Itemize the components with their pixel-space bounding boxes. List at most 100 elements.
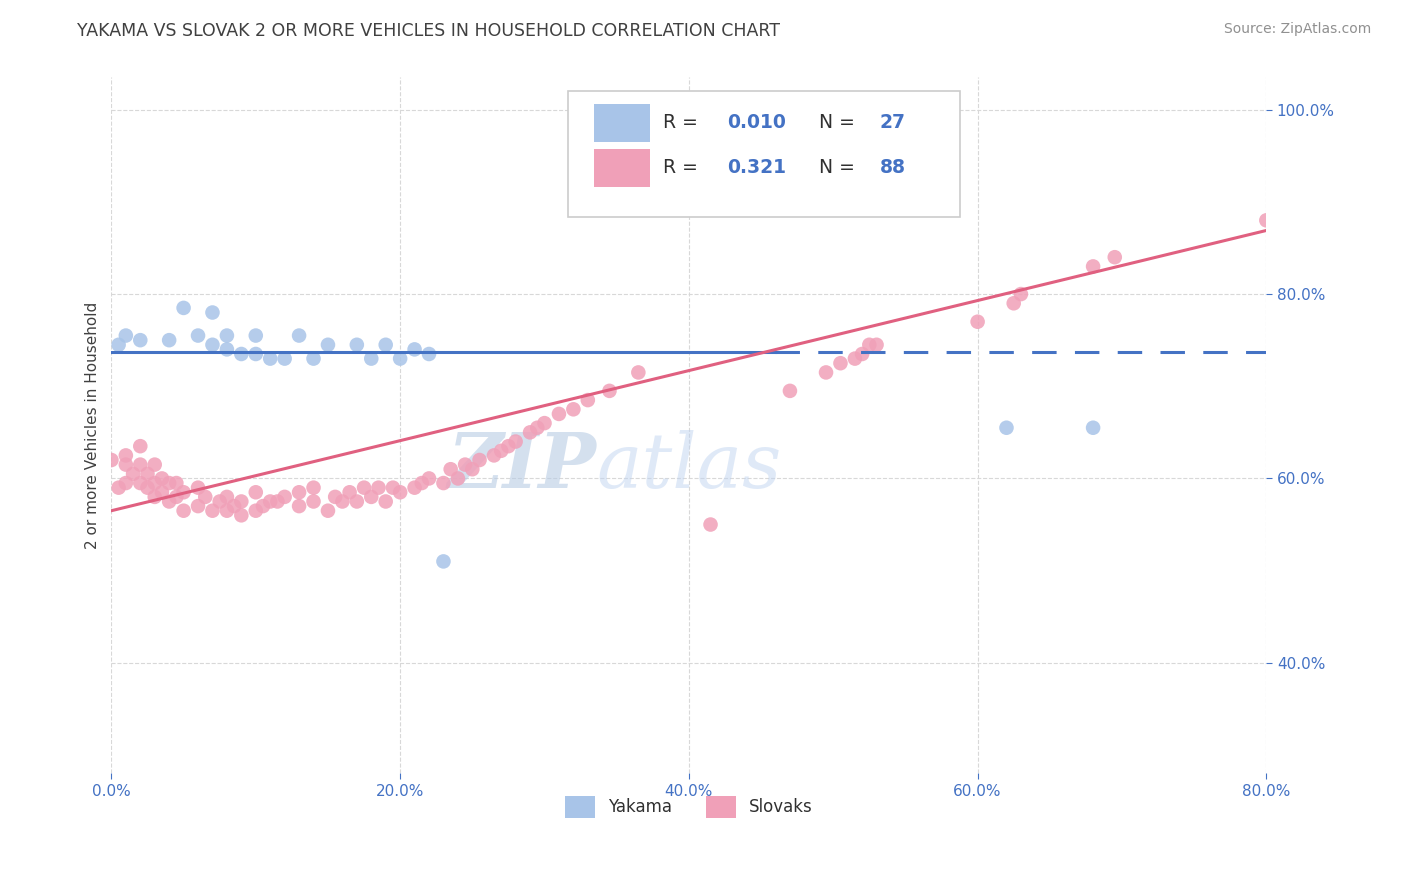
Point <box>830 356 852 370</box>
Point <box>454 458 477 472</box>
Point <box>201 338 224 352</box>
Point <box>498 439 520 453</box>
Point <box>316 504 339 518</box>
Point <box>389 351 412 366</box>
Text: N =: N = <box>820 159 862 178</box>
Point <box>548 407 571 421</box>
Point <box>995 421 1018 435</box>
Point <box>245 328 267 343</box>
Point <box>302 481 325 495</box>
Point <box>122 467 145 481</box>
Point <box>440 462 463 476</box>
Point <box>288 328 311 343</box>
Point <box>187 481 209 495</box>
Point <box>224 499 246 513</box>
Point <box>157 494 180 508</box>
Y-axis label: 2 or more Vehicles in Household: 2 or more Vehicles in Household <box>86 301 100 549</box>
Point <box>150 471 173 485</box>
Point <box>339 485 361 500</box>
Point <box>353 481 375 495</box>
Point <box>418 347 440 361</box>
Text: R =: R = <box>664 113 704 132</box>
Point <box>865 338 887 352</box>
Point <box>316 338 339 352</box>
Point <box>815 366 838 380</box>
Point <box>231 508 253 523</box>
Point <box>851 347 873 361</box>
Text: R =: R = <box>664 159 704 178</box>
Point <box>576 393 599 408</box>
Point <box>966 315 988 329</box>
Text: 88: 88 <box>879 159 905 178</box>
Point <box>187 499 209 513</box>
Point <box>432 554 454 568</box>
Text: YAKAMA VS SLOVAK 2 OR MORE VEHICLES IN HOUSEHOLD CORRELATION CHART: YAKAMA VS SLOVAK 2 OR MORE VEHICLES IN H… <box>77 22 780 40</box>
Point <box>129 458 152 472</box>
Point <box>107 481 129 495</box>
Point <box>332 494 354 508</box>
Point <box>215 328 238 343</box>
Point <box>1081 421 1104 435</box>
Point <box>323 490 346 504</box>
Point <box>461 462 484 476</box>
Point <box>143 458 166 472</box>
Point <box>245 504 267 518</box>
Point <box>173 301 195 315</box>
Point <box>302 494 325 508</box>
Point <box>157 476 180 491</box>
Point <box>165 476 187 491</box>
Text: N =: N = <box>820 113 862 132</box>
Point <box>143 490 166 504</box>
Point <box>374 338 396 352</box>
Point <box>1010 287 1032 301</box>
Point <box>115 328 138 343</box>
Point <box>173 504 195 518</box>
Point <box>519 425 541 440</box>
Point <box>844 351 866 366</box>
Point <box>562 402 585 417</box>
Point <box>165 490 187 504</box>
Point <box>374 494 396 508</box>
Point <box>143 476 166 491</box>
Point <box>129 439 152 453</box>
Point <box>215 343 238 357</box>
Point <box>245 485 267 500</box>
Point <box>187 328 209 343</box>
Text: Source: ZipAtlas.com: Source: ZipAtlas.com <box>1223 22 1371 37</box>
Point <box>150 485 173 500</box>
Point <box>115 476 138 491</box>
Point <box>1256 213 1278 227</box>
Point <box>360 490 382 504</box>
Point <box>215 490 238 504</box>
Point <box>858 338 880 352</box>
Point <box>526 421 548 435</box>
Point <box>231 347 253 361</box>
Point <box>1104 250 1126 264</box>
Point <box>136 481 159 495</box>
Text: 0.321: 0.321 <box>727 159 786 178</box>
Point <box>115 458 138 472</box>
FancyBboxPatch shape <box>595 103 650 142</box>
Point <box>598 384 620 398</box>
Point <box>1002 296 1025 310</box>
Point <box>136 467 159 481</box>
Point <box>259 351 281 366</box>
Point <box>259 494 281 508</box>
Point <box>468 453 491 467</box>
Point <box>288 499 311 513</box>
Point <box>346 338 368 352</box>
FancyBboxPatch shape <box>595 149 650 187</box>
Point <box>489 443 512 458</box>
Point <box>266 494 288 508</box>
Point <box>194 490 217 504</box>
Point <box>389 485 412 500</box>
Point <box>411 476 433 491</box>
Point <box>1081 260 1104 274</box>
Point <box>231 494 253 508</box>
Text: atlas: atlas <box>596 430 782 504</box>
Text: 0.010: 0.010 <box>727 113 786 132</box>
Point <box>699 517 721 532</box>
Point <box>129 333 152 347</box>
Point <box>115 449 138 463</box>
Point <box>447 471 470 485</box>
